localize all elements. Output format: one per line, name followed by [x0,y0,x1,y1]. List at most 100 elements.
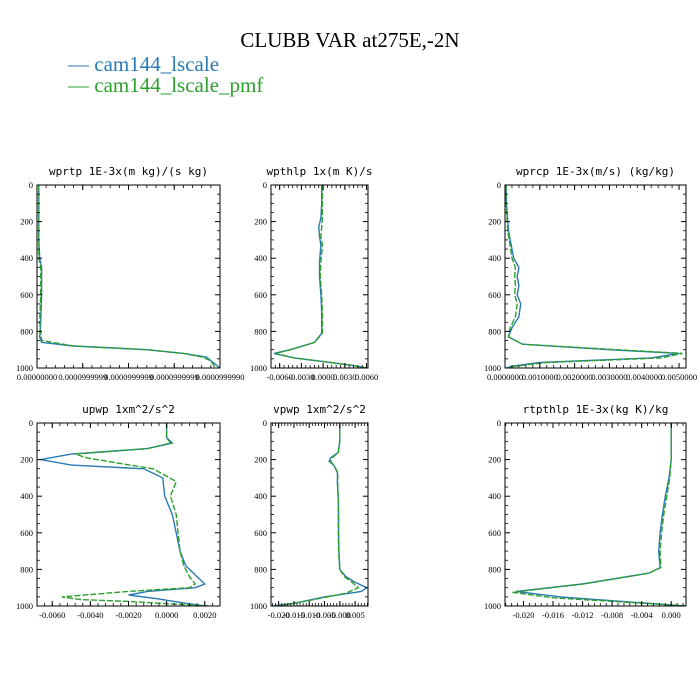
series-line-cam144-lscale-pmf [275,185,367,368]
y-tick-label: 400 [20,491,33,501]
y-tick-label: 800 [254,564,267,574]
x-tick-label: -0.008 [601,610,623,620]
y-tick-label: 800 [20,326,33,336]
legend-entry-cam144-lscale: — cam144_lscale [68,52,220,76]
panel-title: wprtp 1E-3x(m kg)/(s kg) [49,165,208,178]
y-tick-label: 200 [254,217,267,227]
x-tick-label: 0.0000999999 [150,372,199,382]
series-line-cam144-lscale-pmf [38,185,216,368]
y-tick-label: 600 [488,528,501,538]
series-line-cam144-lscale [516,423,686,606]
y-tick-label: 800 [488,564,501,574]
x-tick-label: -0.0030 [288,372,314,382]
x-tick-label: 0.0020000 [557,372,593,382]
y-tick-label: 600 [254,290,267,300]
x-tick-label: 0.0050000 [661,372,697,382]
series-line-cam144-lscale [272,423,368,606]
x-tick-label: 0.0040000 [626,372,662,382]
panel-title: upwp 1xm^2/s^2 [82,403,175,416]
y-tick-label: 200 [488,217,501,227]
y-tick-label: 0 [29,180,33,190]
panel-1: wprtp 1E-3x(m kg)/(s kg) 0 200 400 600 800 100… [16,165,244,382]
y-tick-label: 400 [488,491,501,501]
y-tick-label: 0 [263,180,267,190]
plot-frame [504,184,687,369]
series-line-cam144-lscale [38,185,220,368]
x-tick-label: 0.00000000 [17,372,57,382]
series-line-cam144-lscale [505,185,680,368]
y-tick-label: 800 [488,326,501,336]
y-tick-label: 600 [488,290,501,300]
series-line-cam144-lscale-pmf [512,423,686,606]
y-tick-label: 400 [254,253,267,263]
x-tick-label: 0.0000 [311,372,334,382]
x-tick-label: 0.0060 [355,372,378,382]
y-tick-label: 400 [488,253,501,263]
x-tick-label: 0.005 [346,610,365,620]
x-tick-label: -0.005 [314,610,336,620]
panel-4: upwp 1xm^2/s^2 0 200 400 600 800 1000 -0.0060 -0… [16,403,221,620]
plot-frame [36,184,221,369]
panel-title: wprcp 1E-3x(m/s) (kg/kg) [516,165,675,178]
y-tick-label: 600 [254,528,267,538]
y-tick-label: 400 [20,253,33,263]
x-tick-label: -0.0040 [77,610,103,620]
x-tick-label: -0.015 [283,610,305,620]
y-tick-label: 0 [29,418,33,428]
x-tick-label: 0.0000000 [487,372,523,382]
y-tick-label: 0 [497,418,501,428]
x-tick-label: -0.016 [542,610,564,620]
panel-title: wpthlp 1x(m K)/s [267,165,373,178]
series-line-cam144-lscale-pmf [505,185,683,368]
y-tick-label: 600 [20,528,33,538]
x-tick-label: 0.0000999999 [104,372,153,382]
x-tick-label: -0.012 [572,610,594,620]
x-tick-label: 0.0010000 [522,372,558,382]
y-tick-label: 800 [20,564,33,574]
panel-title: rtpthlp 1E-3x(kg K)/kg [523,403,669,416]
series-line-cam144-lscale-pmf [278,423,360,606]
x-tick-label: 0.0020 [193,610,216,620]
y-tick-label: 200 [20,455,33,465]
figure-title: CLUBB VAR at275E,-2N [240,28,460,52]
x-tick-label: 0.0030000 [591,372,627,382]
y-tick-label: 1000 [484,601,501,611]
panel-2: wpthlp 1x(m K)/s0 200 400 600 800 1000-0.0060… [250,165,378,382]
y-tick-label: 1000 [250,363,267,373]
y-tick-label: 200 [20,217,33,227]
x-tick-label: -0.020 [512,610,534,620]
x-tick-label: 0.000 [662,610,681,620]
plot-frame [270,422,369,607]
y-tick-label: 1000 [16,363,33,373]
x-tick-label: -0.004 [631,610,654,620]
x-tick-label: -0.0060 [267,372,293,382]
panel-title: vpwp 1xm^2/s^2 [273,403,366,416]
y-tick-label: 600 [20,290,33,300]
x-tick-label: -0.000 [329,610,351,620]
panel-6: rtpthlp 1E-3x(kg K)/kg 0 200 400 600 800 1000 -… [484,403,687,620]
series-line-cam144-lscale-pmf [61,423,209,606]
plot-frame [504,422,687,607]
y-tick-label: 400 [254,491,267,501]
x-tick-label: -0.0060 [39,610,65,620]
x-tick-label: -0.020 [268,610,290,620]
x-tick-label: -0.0020 [115,610,141,620]
y-tick-label: 1000 [484,363,501,373]
y-tick-label: 1000 [250,601,267,611]
legend-entry-cam144-lscale-pmf: — cam144_lscale_pmf [68,73,264,97]
x-tick-label: 0.0000 [155,610,178,620]
y-tick-label: 200 [254,455,267,465]
y-tick-label: 1000 [16,601,33,611]
x-tick-label: 0.0000999999 [58,372,107,382]
y-tick-label: 0 [497,180,501,190]
y-tick-label: 800 [254,326,267,336]
panel-5: vpwp 1xm^2/s^202004006008001000-0.020-0.… [250,403,369,620]
x-tick-label: 0.0000999990 [196,372,245,382]
x-tick-label: 0.0030 [333,372,356,382]
panel-3: wprcp 1E-3x(m/s) (kg/kg) 0 200 400 600 800 100… [484,165,697,382]
y-tick-label: 0 [263,418,267,428]
x-tick-label: -0.010 [298,610,320,620]
y-tick-label: 200 [488,455,501,465]
